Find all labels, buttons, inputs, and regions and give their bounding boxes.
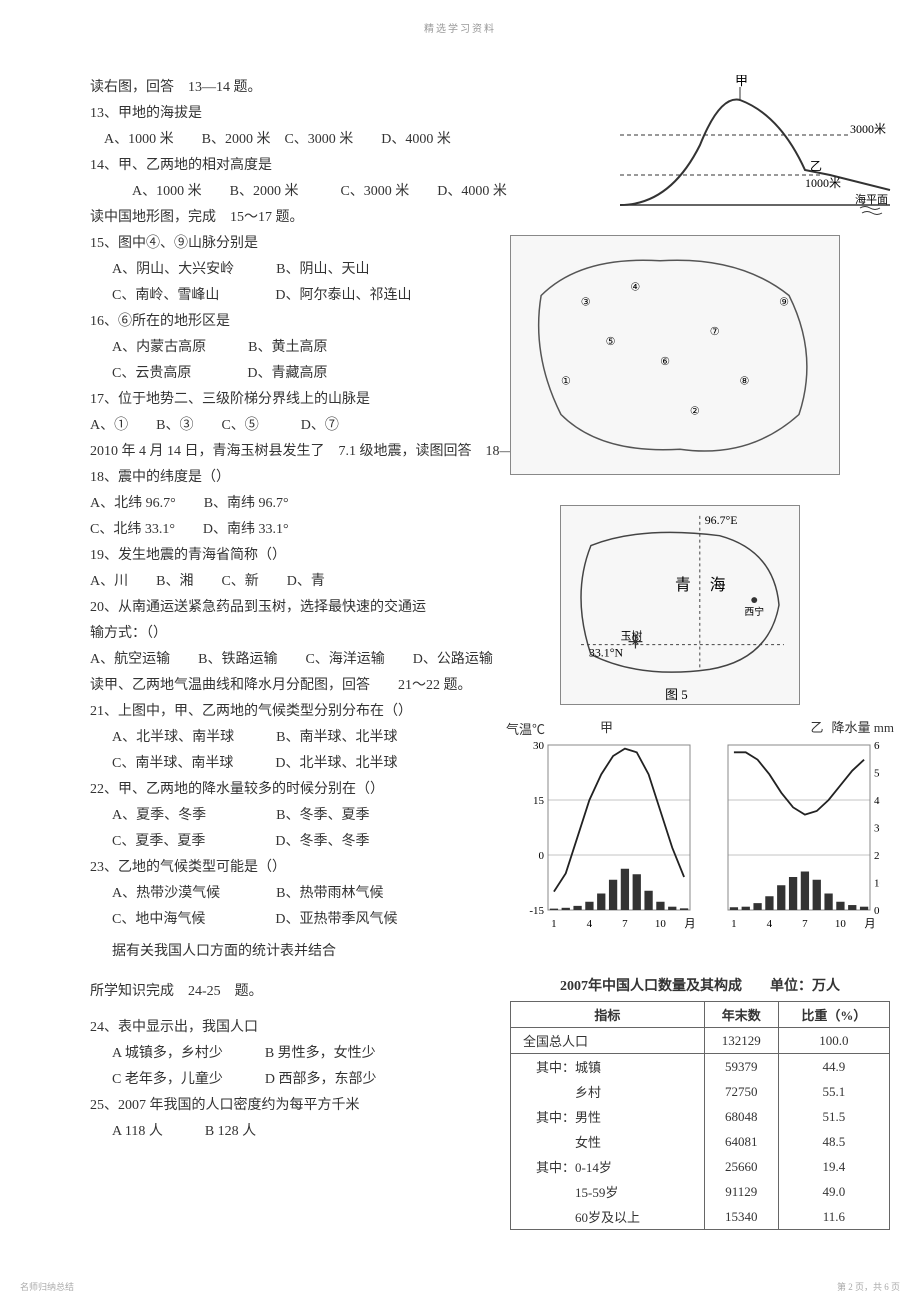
map-num-6: ⑥ (660, 356, 670, 368)
map-num-8: ⑧ (739, 376, 749, 388)
chart-jia: 甲 30150-1514710月 (520, 735, 700, 935)
figure-china-map: ③ ④ ⑤ ⑥ ⑦ ⑧ ⑨ ① ② (510, 235, 840, 475)
svg-text:月: 月 (685, 918, 696, 930)
pop-cell: 其中：男性 (511, 1104, 705, 1129)
content-area: 甲 乙 3000米 1000米 海平面 ③ ④ ⑤ ⑥ ⑦ ⑧ ⑨ ① ② 96 (90, 75, 830, 1145)
pop-cell: 25660 (704, 1154, 778, 1179)
svg-text:30: 30 (533, 740, 545, 752)
pop-row: 女性6408148.5 (511, 1129, 890, 1154)
pop-row: 其中：0-14岁2566019.4 (511, 1154, 890, 1179)
svg-text:300: 300 (874, 823, 880, 835)
pop-row: 其中：男性6804851.5 (511, 1104, 890, 1129)
pop-cell: 19.4 (778, 1154, 889, 1179)
pop-cell: 51.5 (778, 1104, 889, 1129)
yushu-label: 玉树 (621, 629, 643, 643)
svg-text:4: 4 (587, 918, 593, 930)
pop-cell: 64081 (704, 1129, 778, 1154)
prov-qing: 青 (675, 576, 691, 594)
svg-text:600: 600 (874, 740, 880, 752)
figure-elevation: 甲 乙 3000米 1000米 海平面 (610, 75, 900, 225)
xining-label: 西宁 (744, 605, 764, 618)
footer-right: 第 2 页，共 6 页 (837, 1280, 900, 1293)
precip-axis-label: 乙降水量 mm (811, 717, 895, 736)
label-yi: 乙 (810, 159, 822, 173)
footer-left: 名师归纳总结 (20, 1280, 74, 1293)
map-num-9: ⑨ (779, 296, 789, 308)
pop-cell: 132129 (704, 1028, 778, 1054)
figure-population-table: 2007年中国人口数量及其构成 单位：万人 指标 年末数 比重（%） 全国总人口… (510, 975, 890, 1225)
svg-text:1: 1 (551, 918, 557, 930)
pop-cell: 乡村 (511, 1079, 705, 1104)
pop-cell: 11.6 (778, 1204, 889, 1230)
svg-text:7: 7 (802, 918, 808, 930)
elevation-curve (620, 100, 890, 205)
pop-cell: 44.9 (778, 1054, 889, 1080)
pop-cell: 91129 (704, 1179, 778, 1204)
pop-h-0: 指标 (511, 1002, 705, 1028)
pop-cell: 48.5 (778, 1129, 889, 1154)
pop-h-2: 比重（%） (778, 1002, 889, 1028)
svg-text:200: 200 (874, 850, 880, 862)
map-num-4: ④ (630, 282, 640, 294)
pop-cell: 15340 (704, 1204, 778, 1230)
pop-row: 其中：城镇5937944.9 (511, 1054, 890, 1080)
china-outline (539, 260, 807, 451)
lon-label: 96.7°E (705, 513, 738, 527)
label-jia: 甲 (735, 75, 748, 88)
pop-row: 全国总人口132129100.0 (511, 1028, 890, 1054)
svg-text:月: 月 (865, 918, 876, 930)
map-num-1: ① (561, 376, 571, 388)
svg-text:15: 15 (533, 795, 545, 807)
svg-text:500: 500 (874, 768, 880, 780)
fig5-caption: 图 5 (665, 688, 688, 702)
xining-dot (751, 597, 757, 603)
map-num-7: ⑦ (710, 326, 720, 338)
svg-text:0: 0 (874, 905, 880, 917)
pop-cell: 72750 (704, 1079, 778, 1104)
pop-cell: 15-59岁 (511, 1179, 705, 1204)
svg-text:1: 1 (731, 918, 737, 930)
svg-text:-15: -15 (529, 905, 544, 917)
pop-cell: 女性 (511, 1129, 705, 1154)
label-1000: 1000米 (805, 176, 841, 190)
svg-text:10: 10 (655, 918, 667, 930)
svg-text:100: 100 (874, 878, 880, 890)
top-banner: 精选学习资料 (90, 20, 830, 35)
population-table: 指标 年末数 比重（%） 全国总人口132129100.0 其中：城镇59379… (510, 1001, 890, 1230)
pop-row: 15-59岁9112949.0 (511, 1179, 890, 1204)
cap-jia: 甲 (600, 717, 613, 736)
svg-text:10: 10 (835, 918, 847, 930)
figure-climate: 气温℃ 乙降水量 mm 甲 30150-1514710月 60050040030… (520, 735, 890, 965)
svg-text:400: 400 (874, 795, 880, 807)
figure-quake-map: 96.7°E 33.1°N 青 海 西宁 玉树 图 5 (560, 505, 800, 705)
wave-1 (860, 207, 880, 210)
pop-cell: 其中：城镇 (511, 1054, 705, 1080)
prov-hai: 海 (710, 576, 726, 594)
pop-cell: 68048 (704, 1104, 778, 1129)
svg-text:4: 4 (767, 918, 773, 930)
map-num-2: ② (690, 406, 700, 418)
chart-yi: 600 500 400 300 200 100 0 1 4 7 10 月 (700, 735, 880, 935)
pop-header-row: 指标 年末数 比重（%） (511, 1002, 890, 1028)
pop-row: 乡村7275055.1 (511, 1079, 890, 1104)
pop-cell: 59379 (704, 1054, 778, 1080)
pop-cell: 全国总人口 (511, 1028, 705, 1054)
lat-label: 33.1°N (589, 645, 624, 659)
label-sea: 海平面 (855, 192, 888, 206)
pop-cell: 其中：0-14岁 (511, 1154, 705, 1179)
pop-cell: 60岁及以上 (511, 1204, 705, 1230)
pop-row: 60岁及以上1534011.6 (511, 1204, 890, 1230)
wave-2 (862, 212, 882, 215)
svg-text:7: 7 (622, 918, 628, 930)
pop-cell: 100.0 (778, 1028, 889, 1054)
svg-text:0: 0 (539, 850, 545, 862)
map-num-3: ③ (581, 296, 591, 308)
pop-cell: 55.1 (778, 1079, 889, 1104)
pop-h-1: 年末数 (704, 1002, 778, 1028)
pop-table-title: 2007年中国人口数量及其构成 单位：万人 (510, 975, 890, 995)
label-3000: 3000米 (850, 122, 886, 136)
pop-cell: 49.0 (778, 1179, 889, 1204)
map-num-5: ⑤ (606, 336, 616, 348)
